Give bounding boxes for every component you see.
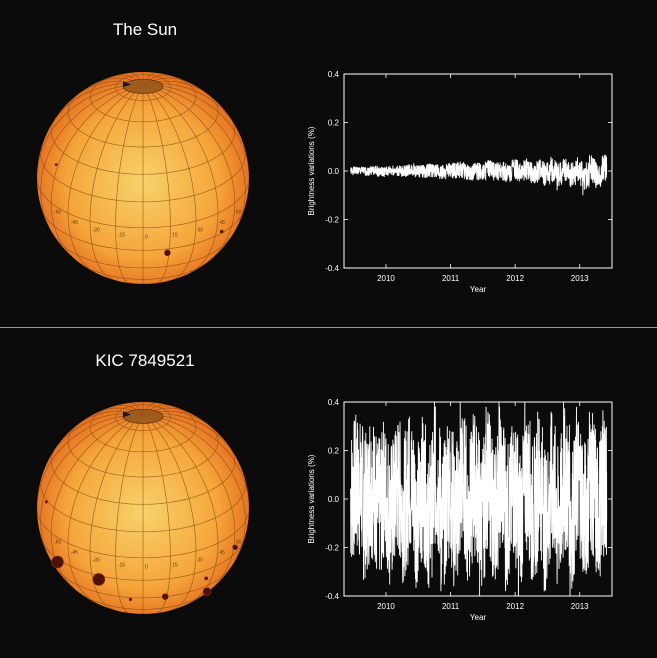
starspot: [128, 597, 133, 602]
longitude-line: [89, 414, 144, 611]
meridian-label: 45: [219, 220, 225, 226]
x-tick-label: 2013: [571, 602, 589, 611]
longitude-line: [142, 84, 236, 260]
y-tick-label: 0.0: [328, 495, 340, 504]
longitude-line: [37, 84, 144, 179]
meridian-label: -15: [118, 563, 125, 569]
y-tick-label: 0.2: [328, 447, 340, 456]
longitude-line: [142, 84, 171, 284]
starspot: [232, 544, 238, 551]
longitude-line: [37, 414, 144, 509]
longitude-line: [142, 414, 249, 509]
meridian-label: -60: [54, 210, 61, 216]
longitude-line: [142, 414, 246, 558]
starspot: [161, 593, 169, 600]
meridian-label: 30: [197, 558, 203, 564]
y-tick-label: 0.0: [328, 167, 340, 176]
longitude-line: [142, 414, 236, 590]
meridian-label: 15: [172, 233, 178, 239]
y-tick-label: 0.4: [328, 70, 340, 79]
series-line: [350, 154, 608, 196]
longitude-line: [67, 414, 144, 604]
longitude-line: [115, 414, 144, 614]
meridian-label: -30: [93, 558, 100, 564]
longitude-line: [142, 84, 249, 179]
x-tick-label: 2010: [377, 602, 395, 611]
y-axis-label: Brightness variations (%): [307, 454, 316, 543]
meridian-label: -30: [93, 228, 100, 234]
meridian-label: 45: [219, 550, 225, 556]
rotation-arrow-icon: [123, 411, 131, 418]
panel-title-sun: The Sun: [112, 20, 178, 39]
longitude-line: [40, 414, 144, 558]
x-axis-label: Year: [470, 613, 487, 622]
panel-title-kic: KIC 7849521: [95, 351, 195, 370]
starspot: [164, 249, 171, 257]
y-tick-label: -0.4: [325, 592, 339, 601]
globe-kic: -60 -45 -30 -15 0 15 30 45 60: [37, 402, 249, 614]
meridian-label: 0: [145, 234, 148, 240]
meridian-label: -45: [71, 550, 78, 556]
y-tick-label: 0.4: [328, 398, 340, 407]
chart-sun: -0.4 -0.2 0.0 0.2 0.4 2010 2011 2012 2013 Year Bri…: [307, 70, 613, 294]
rotation-arrow-icon: [123, 81, 131, 88]
x-tick-label: 2011: [442, 274, 460, 283]
y-tick-label: 0.2: [328, 119, 340, 128]
meridian-label: -45: [71, 220, 78, 226]
longitude-line: [40, 84, 144, 228]
starspot: [51, 555, 64, 569]
x-tick-label: 2012: [506, 274, 524, 283]
y-tick-label: -0.4: [325, 264, 339, 273]
longitude-line: [89, 84, 144, 281]
pole-cap: [122, 409, 164, 424]
chart-kic: -0.4 -0.2 0.0 0.2 0.4 2010 2011 2012 2013 Year Bri…: [307, 398, 613, 622]
pole-cap: [122, 79, 164, 94]
longitude-line: [115, 84, 144, 284]
meridian-label: -15: [118, 233, 125, 239]
starspot: [204, 576, 209, 581]
panel-divider: [0, 327, 657, 328]
longitude-line: [142, 414, 219, 604]
longitude-line: [142, 84, 246, 228]
y-axis-label: Brightness variations (%): [307, 126, 316, 215]
y-tick-label: -0.2: [325, 216, 339, 225]
series-line: [350, 401, 608, 597]
x-tick-label: 2012: [506, 602, 524, 611]
starspot: [202, 587, 212, 596]
globe-sun: -60 -45 -30 -15 0 15 30 45 60: [37, 72, 249, 284]
x-axis-label: Year: [470, 285, 487, 294]
meridian-label: -60: [54, 540, 61, 546]
longitude-line: [142, 84, 219, 274]
meridian-label: 0: [145, 564, 148, 570]
longitude-line: [142, 414, 197, 611]
x-tick-label: 2010: [377, 274, 395, 283]
longitude-line: [142, 414, 171, 614]
longitude-line: [67, 84, 144, 274]
meridian-label: 15: [172, 563, 178, 569]
longitude-line: [142, 84, 197, 281]
starspot: [219, 229, 224, 234]
meridian-label: 60: [236, 210, 242, 216]
starspot: [92, 573, 106, 586]
starspot: [54, 163, 58, 167]
x-tick-label: 2013: [571, 274, 589, 283]
latitude-line: [123, 611, 163, 614]
y-tick-label: -0.2: [325, 544, 339, 553]
starspot: [44, 500, 48, 504]
meridian-label: 30: [197, 228, 203, 234]
longitude-line: [50, 84, 144, 260]
meridian-label: 60: [236, 540, 242, 546]
x-tick-label: 2011: [442, 602, 460, 611]
